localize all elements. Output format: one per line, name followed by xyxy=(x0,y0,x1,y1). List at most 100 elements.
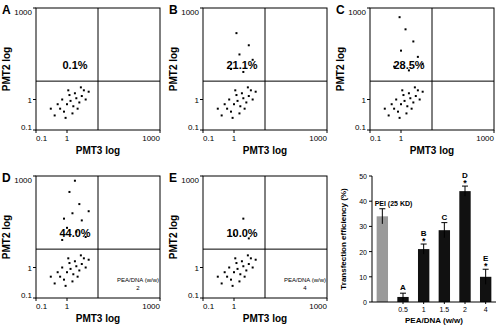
quadrant-line xyxy=(203,249,327,250)
point xyxy=(230,111,232,113)
x-tick-label: 1 xyxy=(422,306,426,313)
y-tick-label: 40 xyxy=(359,198,367,205)
y-tick xyxy=(33,176,36,177)
error-line xyxy=(444,223,445,238)
point xyxy=(217,108,219,110)
point xyxy=(401,89,403,91)
y-axis-label: PMT2 log xyxy=(1,215,12,259)
quadrant-line xyxy=(265,8,266,130)
point xyxy=(63,218,65,220)
y-tick-label: 1 xyxy=(28,96,33,105)
y-tick-label: 0 xyxy=(363,299,367,306)
quadrant-line xyxy=(36,249,160,250)
error-cap xyxy=(441,222,447,223)
point xyxy=(250,257,252,259)
x-tick-label: 1 xyxy=(65,134,70,143)
point xyxy=(248,95,250,97)
y-tick xyxy=(33,130,36,131)
point xyxy=(248,44,250,46)
bar-annotation: B xyxy=(421,229,427,238)
point xyxy=(57,103,59,105)
bar-annotation: D xyxy=(462,171,468,180)
y-tick-label: 1000 xyxy=(181,176,199,185)
point xyxy=(241,260,243,262)
figure: 0.1110000.1110000.1%PMT3 logPMT2 logA0.1… xyxy=(0,0,500,334)
panel: 0.1110000.11100028.5%PMT3 logPMT2 logC xyxy=(335,3,495,156)
x-axis-label: PMT3 log xyxy=(243,313,287,324)
y-tick xyxy=(367,8,370,9)
note: PEA/DNA (w/w) xyxy=(117,277,159,283)
plot-frame xyxy=(203,8,327,130)
bar-panel: 01020304050PEI (25 KD)A0.5*B1C1.5*D2*E4P… xyxy=(339,171,496,325)
point xyxy=(239,273,241,275)
point xyxy=(74,260,76,262)
x-tick-label: 0.1 xyxy=(370,134,382,143)
point xyxy=(61,239,63,241)
y-axis-label: PMT2 log xyxy=(1,47,12,91)
point xyxy=(59,108,61,110)
point xyxy=(247,86,249,88)
y-tick-label: 1000 xyxy=(14,176,32,185)
point xyxy=(88,210,90,212)
x-tick xyxy=(234,130,235,133)
x-tick xyxy=(67,298,68,301)
point xyxy=(72,105,74,107)
panel-label: B xyxy=(169,3,178,17)
point xyxy=(414,86,416,88)
y-tick xyxy=(33,267,36,268)
point xyxy=(252,99,254,101)
point xyxy=(83,89,85,91)
point xyxy=(235,262,237,264)
x-axis-label: PMT3 log xyxy=(76,145,120,156)
plot-frame xyxy=(203,176,327,298)
point xyxy=(405,112,407,114)
point xyxy=(224,103,226,105)
point xyxy=(238,53,240,55)
x-tick-label: 0.1 xyxy=(203,302,215,311)
y-tick-label: 0.1 xyxy=(355,123,367,132)
point xyxy=(224,271,226,273)
point xyxy=(400,103,402,105)
y-tick xyxy=(367,99,370,100)
percentage: 10.0% xyxy=(226,227,257,239)
point xyxy=(408,92,410,94)
point xyxy=(391,103,393,105)
point xyxy=(242,218,244,220)
point xyxy=(395,99,397,101)
y-axis-label: PMT2 log xyxy=(335,47,346,91)
point xyxy=(75,97,77,99)
point xyxy=(417,89,419,91)
y-tick xyxy=(33,298,36,299)
point xyxy=(78,269,80,271)
point xyxy=(238,280,240,282)
y-tick-label: 1 xyxy=(195,264,200,273)
x-tick xyxy=(160,298,161,301)
plot-frame xyxy=(36,8,160,130)
point xyxy=(78,101,80,103)
percentage: 44.0% xyxy=(59,227,90,239)
point xyxy=(50,276,52,278)
point xyxy=(61,99,63,101)
point xyxy=(67,89,69,91)
point xyxy=(232,117,234,119)
point xyxy=(68,191,70,193)
y-tick-label: 0.1 xyxy=(188,123,200,132)
point xyxy=(422,91,424,93)
x-tick xyxy=(327,298,328,301)
point xyxy=(397,111,399,113)
point xyxy=(65,285,67,287)
y-tick-label: 0.1 xyxy=(188,291,200,300)
quadrant-line xyxy=(265,176,266,298)
point xyxy=(50,108,52,110)
x-axis-label: PMT3 log xyxy=(243,145,287,156)
plot-frame xyxy=(36,176,160,298)
y-tick-label: 1000 xyxy=(181,8,199,17)
error-bar xyxy=(400,293,406,301)
point xyxy=(255,259,257,261)
x-tick xyxy=(444,302,445,304)
point xyxy=(237,100,239,102)
plot-frame xyxy=(370,8,494,130)
bar xyxy=(377,216,388,302)
x-tick-label: 0.5 xyxy=(398,306,408,313)
y-axis-label: PMT2 log xyxy=(168,47,179,91)
